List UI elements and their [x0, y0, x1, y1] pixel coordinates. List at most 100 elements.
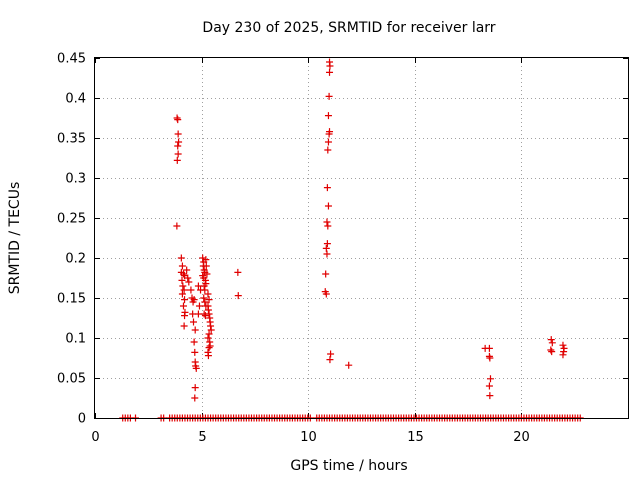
tick-labels: 0 0.05 0.1 0.15 0.2 0.25 0.3 0.35 0.4 0.45 0 5 10 15 2…	[57, 52, 530, 446]
data-point	[201, 312, 209, 320]
data-point	[204, 334, 212, 342]
data-point	[324, 112, 332, 120]
data-point	[486, 354, 494, 362]
data-point	[202, 256, 210, 264]
data-point	[324, 146, 332, 154]
data-point	[201, 298, 209, 306]
data-point	[205, 310, 213, 318]
x-axis-label: GPS time / hours	[290, 458, 407, 474]
data-point	[345, 361, 353, 369]
data-point	[178, 276, 186, 284]
data-point	[183, 266, 191, 274]
data-point	[560, 348, 568, 356]
y-tick-label: 0.35	[57, 132, 86, 147]
data-point	[205, 330, 213, 338]
data-point	[234, 268, 242, 276]
data-point	[324, 202, 332, 210]
data-point	[179, 302, 187, 310]
x-tick-label: 5	[198, 430, 206, 445]
y-tick-label: 0.4	[65, 92, 86, 107]
chart-title: Day 230 of 2025, SRMTID for receiver lar…	[202, 20, 495, 36]
data-point	[486, 392, 494, 400]
data-point	[195, 302, 203, 310]
data-point	[322, 290, 330, 298]
y-tick-label: 0.45	[57, 52, 86, 67]
y-tick-label: 0	[78, 412, 86, 427]
data-point	[175, 138, 183, 146]
data-point	[191, 348, 199, 356]
y-tick-label: 0.05	[57, 372, 86, 387]
x-tick-label: 15	[407, 430, 424, 445]
data-point	[322, 244, 330, 252]
data-point	[173, 114, 181, 122]
data-point	[191, 394, 199, 402]
data-point	[174, 130, 182, 138]
data-point	[191, 326, 199, 334]
data-point	[190, 296, 198, 304]
data-point	[174, 150, 182, 158]
y-tick-label: 0.25	[57, 212, 86, 227]
data-point	[200, 294, 208, 302]
data-point	[548, 339, 556, 347]
y-tick-label: 0.2	[65, 252, 86, 267]
data-point	[185, 278, 193, 286]
data-point	[189, 318, 197, 326]
data-point	[326, 58, 334, 66]
data-point	[485, 344, 493, 352]
y-axis-label: SRMTID / TECUs	[7, 182, 23, 295]
data-point	[207, 322, 215, 330]
data-point	[559, 351, 567, 359]
axis-ticks	[95, 58, 628, 419]
data-point	[180, 286, 188, 294]
data-point	[201, 286, 209, 294]
data-point	[200, 282, 208, 290]
data-point	[548, 348, 556, 356]
x-tick-label: 20	[513, 430, 530, 445]
data-point	[323, 250, 331, 258]
data-point	[191, 384, 199, 392]
plot-frame	[94, 57, 629, 419]
data-point	[206, 342, 214, 350]
data-point	[547, 346, 555, 354]
data-point	[205, 344, 213, 352]
data-point	[181, 296, 189, 304]
data-point	[559, 341, 567, 349]
y-tick-label: 0.1	[65, 332, 86, 347]
data-point	[486, 375, 494, 383]
y-tick-label: 0.3	[65, 172, 86, 187]
data-point	[323, 184, 331, 192]
data-point	[178, 290, 186, 298]
y-tick-label: 0.15	[57, 292, 86, 307]
data-point	[327, 350, 335, 358]
data-point	[204, 290, 212, 298]
data-point	[179, 282, 187, 290]
data-point	[485, 382, 493, 390]
data-point	[202, 262, 210, 270]
data-point	[190, 338, 198, 346]
data-point	[322, 270, 330, 278]
grid-lines	[95, 58, 628, 418]
data-point	[203, 270, 211, 278]
data-point	[204, 306, 212, 314]
data-point	[323, 240, 331, 248]
data-point	[324, 222, 332, 230]
data-point	[180, 322, 188, 330]
data-point	[173, 222, 181, 230]
data-point	[178, 262, 186, 270]
data-point	[177, 254, 185, 262]
data-point	[205, 296, 213, 304]
data-point	[207, 326, 215, 334]
data-point	[184, 274, 192, 282]
data-point	[325, 92, 333, 100]
data-point	[173, 156, 181, 164]
data-points	[119, 58, 584, 422]
x-tick-label: 0	[91, 430, 99, 445]
data-point	[324, 138, 332, 146]
data-point	[323, 218, 331, 226]
data-point	[204, 352, 212, 360]
data-point	[181, 312, 189, 320]
data-point	[326, 68, 334, 76]
data-point	[174, 116, 182, 124]
data-point	[192, 364, 200, 372]
